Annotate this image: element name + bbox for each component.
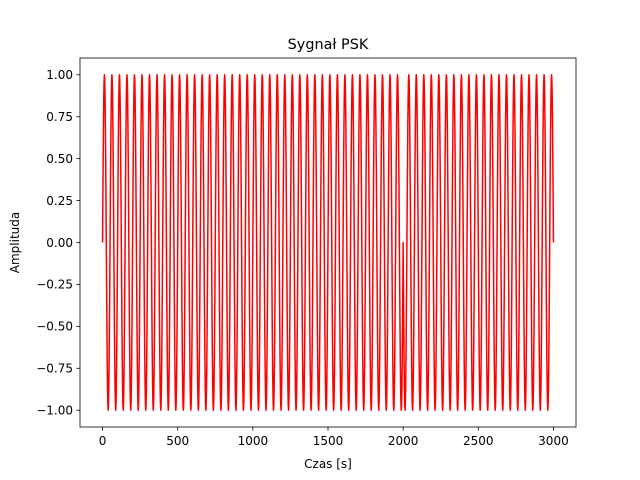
y-tick-label: −1.00 [36, 404, 73, 418]
y-axis-ticks: −1.00 −0.75 −0.50 −0.25 0.00 0.25 0.50 0.75 1.00 [36, 68, 80, 418]
y-tick-label: 0.25 [46, 194, 73, 208]
axes-frame [79, 57, 577, 428]
x-axis-ticks: 0 500 1000 1500 2000 2500 3000 [99, 427, 569, 448]
x-tick-label: 2000 [388, 434, 419, 448]
y-tick-label: 1.00 [46, 68, 73, 82]
y-axis-label: Amplituda [8, 212, 22, 273]
y-tick-label: 0.00 [46, 236, 73, 250]
x-tick-label: 2500 [463, 434, 494, 448]
y-tick-label: −0.50 [36, 320, 73, 334]
y-tick-label: −0.75 [36, 362, 73, 376]
chart-title: Sygnał PSK [288, 37, 369, 53]
x-tick-label: 1000 [238, 434, 269, 448]
y-tick-label: 0.50 [46, 152, 73, 166]
y-tick-label: −0.25 [36, 278, 73, 292]
plot-area [101, 74, 555, 411]
series-line-0 [101, 74, 555, 411]
y-tick-label: 0.75 [46, 110, 73, 124]
x-tick-label: 1500 [313, 434, 344, 448]
x-tick-label: 0 [99, 434, 107, 448]
x-tick-label: 3000 [538, 434, 569, 448]
x-tick-label: 500 [166, 434, 189, 448]
x-axis-label: Czas [s] [304, 457, 352, 471]
